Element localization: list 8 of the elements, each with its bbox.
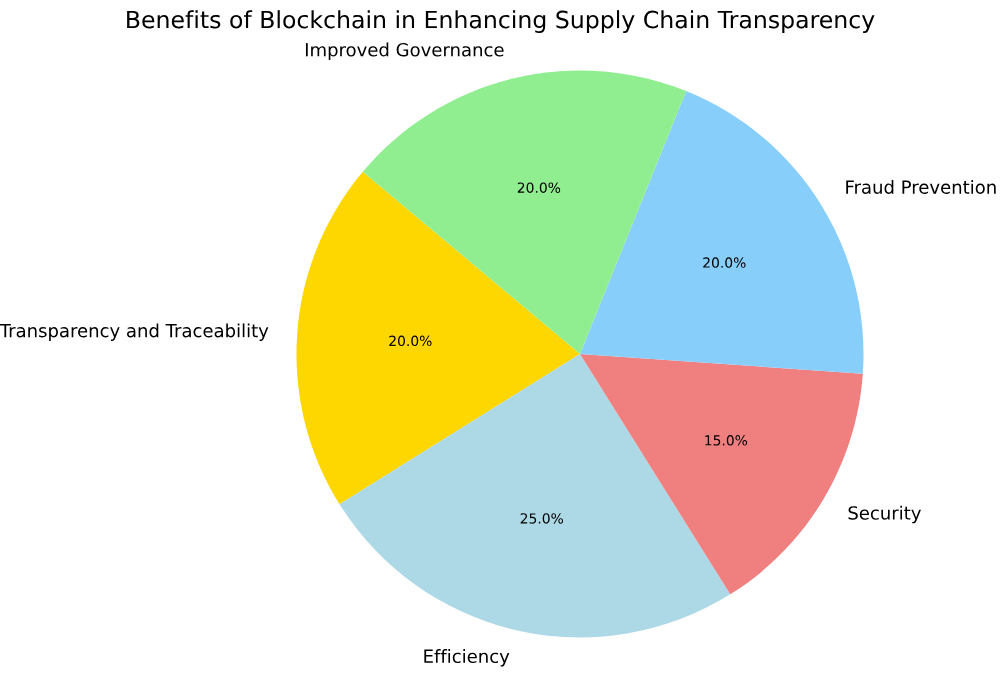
pie-slice — [362, 70, 687, 354]
chart-title: Benefits of Blockchain in Enhancing Supply Chain Transparency — [127, 10, 875, 34]
slice-label: Transparency and Traceability — [0, 323, 269, 341]
slice-label: Security — [848, 505, 921, 524]
pie-slice — [296, 171, 580, 505]
slice-label: Fraud Prevention — [846, 179, 996, 194]
slice-label: Efficiency — [424, 649, 510, 667]
slice-label: Improved Governance — [305, 42, 504, 61]
